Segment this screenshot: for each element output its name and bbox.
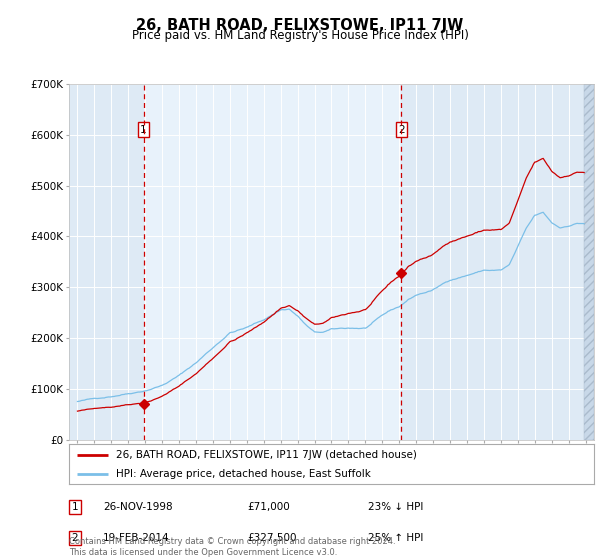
Text: £71,000: £71,000 [248,502,290,512]
Text: 26-NOV-1998: 26-NOV-1998 [103,502,173,512]
Text: 26, BATH ROAD, FELIXSTOWE, IP11 7JW (detached house): 26, BATH ROAD, FELIXSTOWE, IP11 7JW (det… [116,450,417,460]
Text: 25% ↑ HPI: 25% ↑ HPI [368,533,424,543]
Text: 2: 2 [398,125,405,135]
Text: 23% ↓ HPI: 23% ↓ HPI [368,502,424,512]
Text: Price paid vs. HM Land Registry's House Price Index (HPI): Price paid vs. HM Land Registry's House … [131,29,469,42]
Text: 19-FEB-2014: 19-FEB-2014 [103,533,170,543]
Text: HPI: Average price, detached house, East Suffolk: HPI: Average price, detached house, East… [116,469,371,478]
Bar [143,84,401,440]
Text: Contains HM Land Registry data © Crown copyright and database right 2024.
This d: Contains HM Land Registry data © Crown c… [69,537,395,557]
Text: £327,500: £327,500 [248,533,297,543]
Bar [584,84,594,440]
Text: 1: 1 [140,125,147,135]
Text: 2: 2 [71,533,78,543]
Text: 1: 1 [71,502,78,512]
Text: 26, BATH ROAD, FELIXSTOWE, IP11 7JW: 26, BATH ROAD, FELIXSTOWE, IP11 7JW [136,18,464,33]
